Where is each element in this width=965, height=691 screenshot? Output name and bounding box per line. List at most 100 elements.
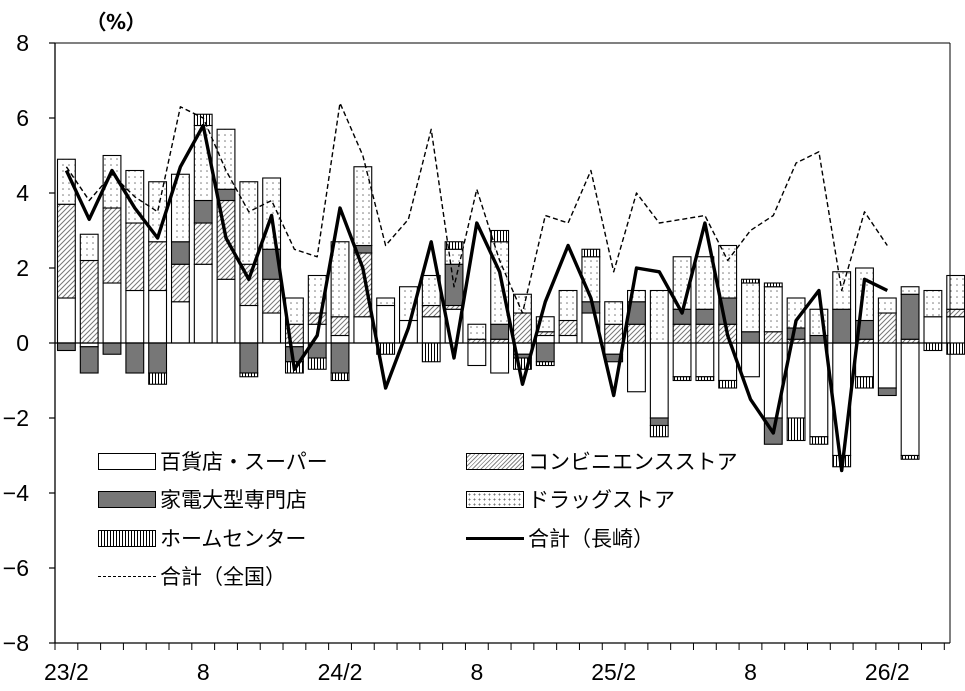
bar-segment-s4-21 xyxy=(535,361,555,367)
y-tick-label: −8 xyxy=(3,630,29,656)
legend-item-convenience: コンビニエンスストア xyxy=(466,446,738,476)
bar-segment-s3-31 xyxy=(763,286,783,333)
bar-segment-s3-37 xyxy=(900,286,920,295)
line-total-national xyxy=(65,102,888,314)
bar-segment-s0-36 xyxy=(877,342,897,389)
x-tick-label: 8 xyxy=(470,659,483,685)
bar-segment-s0-13 xyxy=(353,316,373,344)
bar-segment-s2-0 xyxy=(56,342,76,352)
legend-item-electronics: 家電大型専門店 xyxy=(98,484,307,514)
bar-segment-s3-19 xyxy=(490,241,510,325)
bar-segment-s4-11 xyxy=(307,357,327,370)
bar-segment-s3-1 xyxy=(79,233,99,262)
bar-segment-s4-39 xyxy=(946,342,965,355)
bar-segment-s1-22 xyxy=(558,319,578,337)
bar-segment-s0-37 xyxy=(900,342,920,457)
bar-segment-s1-2 xyxy=(102,207,122,284)
x-tick-label: 23/2 xyxy=(44,659,89,685)
bar-segment-s1-28 xyxy=(695,323,715,344)
bar-segment-s3-14 xyxy=(376,297,396,307)
y-unit-label: （%） xyxy=(86,10,147,34)
legend-swatch-home-center xyxy=(98,529,156,547)
bar-segment-s1-39 xyxy=(946,308,965,318)
bar-segment-s0-3 xyxy=(125,289,145,344)
bar-segment-s3-7 xyxy=(216,128,236,190)
y-tick-label: 4 xyxy=(16,180,29,206)
bar-segment-s0-21 xyxy=(535,334,555,344)
bar-segment-s1-20 xyxy=(513,312,532,344)
bar-segment-s2-12 xyxy=(330,342,350,374)
bar-segment-s2-7 xyxy=(216,188,236,202)
bar-segment-s2-19 xyxy=(490,323,510,340)
bar-segment-s4-33 xyxy=(809,436,829,445)
bar-segment-s3-26 xyxy=(649,289,669,344)
y-tick-label: 8 xyxy=(16,30,29,56)
bar-segment-s0-4 xyxy=(148,289,168,344)
y-tick-label: 2 xyxy=(16,255,29,281)
bar-segment-s1-11 xyxy=(307,312,327,325)
bar-segment-s2-26 xyxy=(649,417,669,427)
bar-segment-s2-32 xyxy=(786,327,806,340)
line-total-nagasaki xyxy=(64,123,889,473)
bar-segment-s2-3 xyxy=(125,342,145,374)
bar-segment-s1-17 xyxy=(444,304,464,310)
bar-segment-s4-29 xyxy=(718,379,738,389)
bar-segment-s0-39 xyxy=(946,316,965,344)
bar-segment-s2-37 xyxy=(900,293,920,340)
bar-segment-s0-7 xyxy=(216,278,236,344)
bar-segment-s2-34 xyxy=(832,308,852,344)
bar-segment-s4-16 xyxy=(421,342,441,363)
y-tick-label: 0 xyxy=(16,330,29,356)
bar-segment-s0-2 xyxy=(102,282,122,344)
bar-segment-s4-37 xyxy=(900,454,920,460)
bar-segment-s3-8 xyxy=(239,181,259,265)
legend-item-total-national: 合計（全国） xyxy=(98,561,286,591)
bar-segment-s1-31 xyxy=(763,331,783,344)
bar-segment-s3-39 xyxy=(946,274,965,310)
bar-segment-s1-36 xyxy=(877,312,897,344)
bar-segment-s1-9 xyxy=(262,278,282,314)
bar-segment-s0-8 xyxy=(239,304,259,344)
y-tick-label: −6 xyxy=(3,555,29,581)
bar-segment-s0-9 xyxy=(262,312,282,344)
x-tick-label: 24/2 xyxy=(318,659,363,685)
bar-segment-s1-24 xyxy=(604,323,624,344)
legend-label-drugstore: ドラッグストア xyxy=(528,488,675,512)
bar-segment-s1-16 xyxy=(421,304,441,318)
bar-segment-s1-4 xyxy=(148,241,168,292)
bar-segment-s2-5 xyxy=(170,241,190,265)
bar-segment-s4-31 xyxy=(763,282,783,288)
bar-segment-s0-27 xyxy=(672,342,692,378)
x-tick-label: 25/2 xyxy=(591,659,636,685)
bar-segment-s1-12 xyxy=(330,316,350,337)
legend-label-convenience: コンビニエンスストア xyxy=(528,450,738,474)
bar-segment-s3-28 xyxy=(695,256,715,310)
bar-segment-s3-12 xyxy=(330,241,350,318)
bar-segment-s1-5 xyxy=(170,263,190,303)
bar-segment-s2-1 xyxy=(79,346,99,374)
bar-segment-s0-33 xyxy=(809,342,829,438)
legend-label-home-center: ホームセンター xyxy=(160,527,307,551)
bar-segment-s4-4 xyxy=(148,372,168,385)
bar-segment-s1-6 xyxy=(193,222,213,265)
legend-label-total-nagasaki: 合計（長崎） xyxy=(528,527,654,551)
bar-segment-s4-26 xyxy=(649,424,669,438)
bars-layer xyxy=(56,113,965,468)
bar-segment-s0-18 xyxy=(467,342,487,367)
bar-segment-s4-12 xyxy=(330,372,350,382)
bar-segment-s2-8 xyxy=(239,342,259,374)
bar-segment-s1-1 xyxy=(79,259,99,344)
bar-segment-s0-34 xyxy=(832,342,852,457)
bar-segment-s0-28 xyxy=(695,342,715,378)
bar-segment-s0-26 xyxy=(649,342,669,419)
bar-segment-s4-35 xyxy=(855,376,874,389)
bar-segment-s2-30 xyxy=(741,331,760,344)
bar-segment-s1-25 xyxy=(627,323,646,344)
bar-segment-s4-23 xyxy=(581,248,601,258)
bar-segment-s4-28 xyxy=(695,376,715,382)
legend-label-total-national: 合計（全国） xyxy=(160,565,286,589)
bar-segment-s3-36 xyxy=(877,297,897,314)
bar-segment-s2-6 xyxy=(193,199,213,224)
bar-segment-s3-2 xyxy=(102,154,122,209)
bar-segment-s0-0 xyxy=(56,297,76,344)
